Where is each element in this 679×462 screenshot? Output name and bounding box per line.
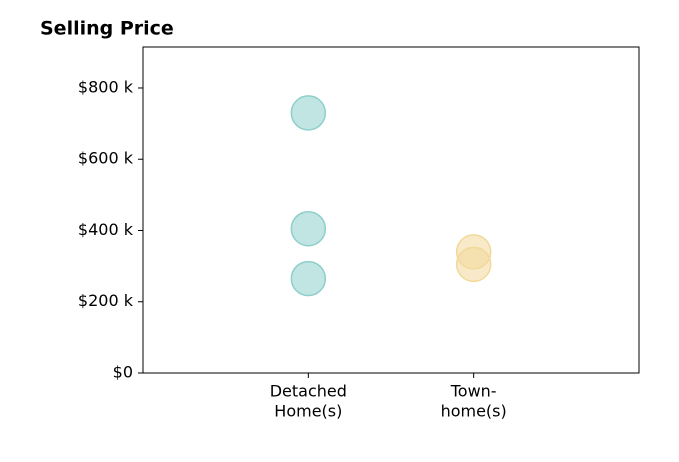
x-tick-label: home(s) bbox=[441, 402, 507, 421]
x-tick-label: Town- bbox=[450, 382, 497, 401]
x-tick-label: Detached bbox=[270, 382, 347, 401]
y-tick-label: $800 k bbox=[78, 77, 134, 96]
y-tick-label: $600 k bbox=[78, 149, 134, 168]
chart-title: Selling Price bbox=[40, 18, 174, 40]
y-tick-label: $0 bbox=[113, 363, 133, 382]
x-tick-label: Home(s) bbox=[274, 402, 342, 421]
point bbox=[455, 246, 492, 283]
y-tick-label: $200 k bbox=[78, 291, 134, 310]
plot-frame bbox=[142, 46, 640, 374]
y-tick-label: $400 k bbox=[78, 220, 134, 239]
point bbox=[290, 95, 327, 131]
point bbox=[290, 210, 327, 247]
point bbox=[290, 260, 327, 297]
